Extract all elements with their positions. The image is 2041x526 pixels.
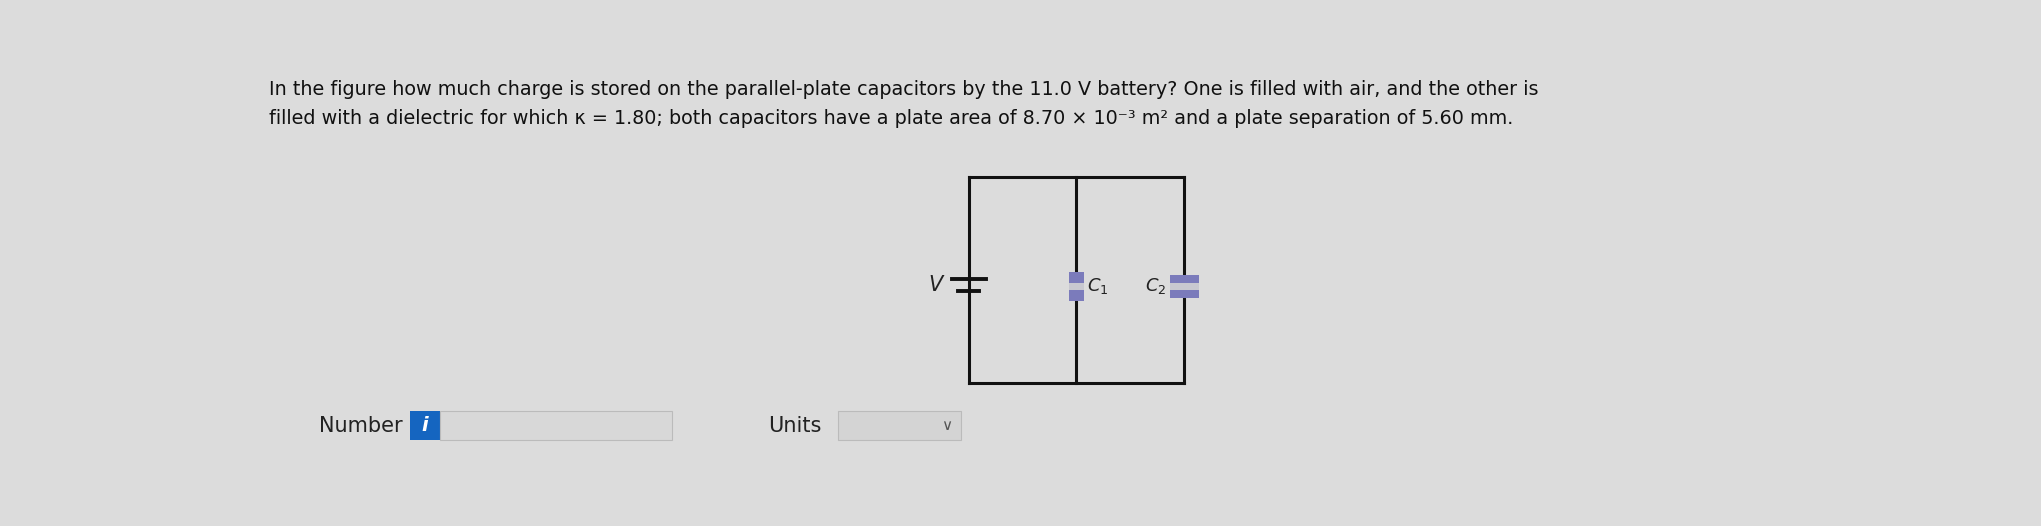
Text: $C_1$: $C_1$ <box>1088 277 1108 297</box>
Bar <box>1169 282 1198 290</box>
Bar <box>1069 290 1084 301</box>
Bar <box>1069 282 1084 290</box>
Text: filled with a dielectric for which κ = 1.80; both capacitors have a plate area o: filled with a dielectric for which κ = 1… <box>269 109 1514 128</box>
Bar <box>1169 275 1198 282</box>
Text: In the figure how much charge is stored on the parallel-plate capacitors by the : In the figure how much charge is stored … <box>269 80 1539 99</box>
Bar <box>1169 290 1198 298</box>
Text: $C_2$: $C_2$ <box>1145 277 1167 297</box>
Bar <box>837 411 961 440</box>
Bar <box>1069 272 1084 282</box>
Bar <box>410 411 439 440</box>
Text: Number: Number <box>318 416 402 436</box>
Text: Units: Units <box>767 416 823 436</box>
Text: i: i <box>422 416 429 436</box>
Text: V: V <box>929 275 943 295</box>
Text: ∨: ∨ <box>941 418 953 433</box>
Bar <box>439 411 671 440</box>
